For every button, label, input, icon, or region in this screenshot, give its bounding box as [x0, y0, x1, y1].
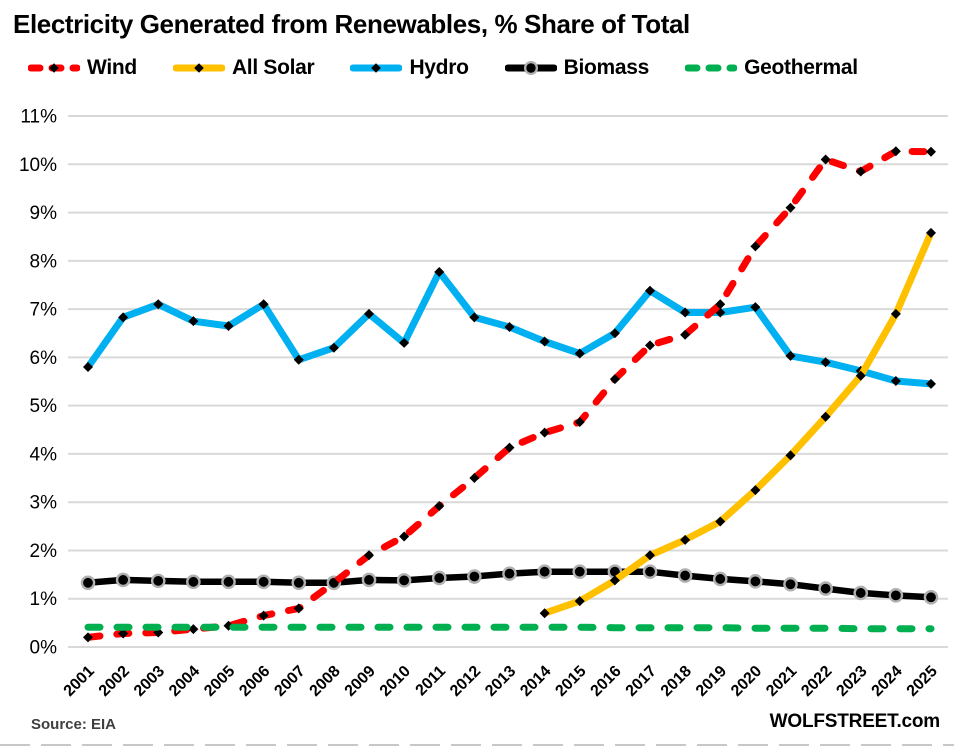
svg-text:2023: 2023: [833, 663, 870, 700]
brand-wolfstreet: WOLFSTREET.com: [769, 711, 941, 732]
svg-text:2019: 2019: [693, 663, 730, 700]
legend-label-biomass: Biomass: [563, 56, 650, 79]
svg-text:6%: 6%: [30, 348, 58, 369]
svg-text:2%: 2%: [30, 541, 58, 562]
svg-text:2006: 2006: [236, 663, 273, 700]
svg-text:2003: 2003: [131, 663, 168, 700]
svg-text:1%: 1%: [30, 589, 58, 610]
legend-item-hydro: Hydro: [350, 56, 469, 80]
svg-text:2020: 2020: [728, 663, 765, 700]
solar-line-icon: [172, 63, 225, 73]
biomass-line-icon: [504, 61, 557, 75]
svg-text:2013: 2013: [482, 663, 519, 700]
legend-label-hydro: Hydro: [409, 56, 469, 79]
svg-text:2001: 2001: [61, 663, 98, 700]
svg-text:2005: 2005: [201, 663, 238, 700]
svg-text:2016: 2016: [588, 663, 625, 700]
svg-text:2011: 2011: [413, 663, 450, 700]
legend-item-wind: Wind: [28, 56, 137, 80]
svg-text:2012: 2012: [447, 663, 484, 700]
svg-text:2025: 2025: [904, 663, 941, 700]
svg-text:10%: 10%: [19, 155, 57, 176]
svg-text:2018: 2018: [658, 663, 695, 700]
svg-text:2008: 2008: [307, 663, 344, 700]
svg-text:2002: 2002: [96, 663, 133, 700]
svg-text:4%: 4%: [30, 444, 58, 465]
svg-text:3%: 3%: [30, 493, 58, 514]
geothermal-line-icon: [685, 64, 738, 72]
legend-item-geothermal: Geothermal: [685, 56, 858, 80]
svg-text:2010: 2010: [377, 663, 414, 700]
bottom-dashed-rule: [0, 744, 954, 746]
svg-text:11%: 11%: [20, 107, 57, 128]
legend-label-geothermal: Geothermal: [744, 56, 858, 79]
source-note: Source: EIA: [31, 716, 117, 733]
svg-text:2007: 2007: [271, 663, 308, 700]
svg-text:2021: 2021: [763, 663, 800, 700]
legend-item-all-solar: All Solar: [172, 56, 315, 80]
svg-text:0%: 0%: [30, 638, 58, 659]
svg-text:2022: 2022: [798, 663, 835, 700]
svg-text:5%: 5%: [30, 396, 58, 417]
svg-text:2015: 2015: [552, 663, 589, 700]
legend: Wind All Solar Hydro Biomass Geothermal: [28, 56, 894, 80]
legend-item-biomass: Biomass: [504, 56, 650, 80]
svg-text:2014: 2014: [517, 663, 554, 700]
hydro-line-icon: [350, 63, 403, 73]
svg-text:2024: 2024: [869, 663, 906, 700]
svg-text:7%: 7%: [30, 300, 58, 321]
legend-label-wind: Wind: [87, 56, 137, 79]
svg-text:2004: 2004: [166, 663, 203, 700]
svg-text:8%: 8%: [30, 251, 58, 272]
wind-line-icon: [28, 63, 80, 73]
svg-text:9%: 9%: [30, 203, 58, 224]
chart-title: Electricity Generated from Renewables, %…: [13, 9, 690, 39]
legend-label-all-solar: All Solar: [231, 56, 315, 79]
svg-text:2009: 2009: [342, 663, 379, 700]
svg-text:2017: 2017: [623, 663, 660, 700]
